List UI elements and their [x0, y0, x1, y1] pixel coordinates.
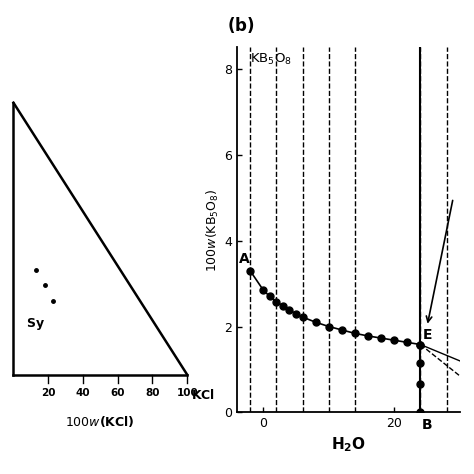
- Text: $\mathrm{KB_5O_8}$: $\mathrm{KB_5O_8}$: [250, 52, 292, 67]
- Text: 100: 100: [176, 388, 198, 398]
- Text: $\mathbf{(b)}$: $\mathbf{(b)}$: [227, 15, 255, 35]
- Y-axis label: $100w(\mathrm{KB_5O_8})$: $100w(\mathrm{KB_5O_8})$: [205, 188, 221, 272]
- Text: $100w\mathbf{(KCl)}$: $100w\mathbf{(KCl)}$: [65, 414, 135, 428]
- Text: 80: 80: [145, 388, 160, 398]
- Text: $\mathbf{Sy}$: $\mathbf{Sy}$: [26, 316, 45, 332]
- Text: 60: 60: [110, 388, 125, 398]
- Text: A: A: [239, 252, 249, 266]
- Text: B: B: [422, 418, 432, 431]
- Text: E: E: [422, 328, 432, 342]
- Text: 40: 40: [76, 388, 90, 398]
- Text: $\mathbf{KCl}$: $\mathbf{KCl}$: [191, 388, 215, 402]
- X-axis label: $\mathbf{H_2O}$: $\mathbf{H_2O}$: [331, 436, 366, 455]
- Text: 20: 20: [41, 388, 55, 398]
